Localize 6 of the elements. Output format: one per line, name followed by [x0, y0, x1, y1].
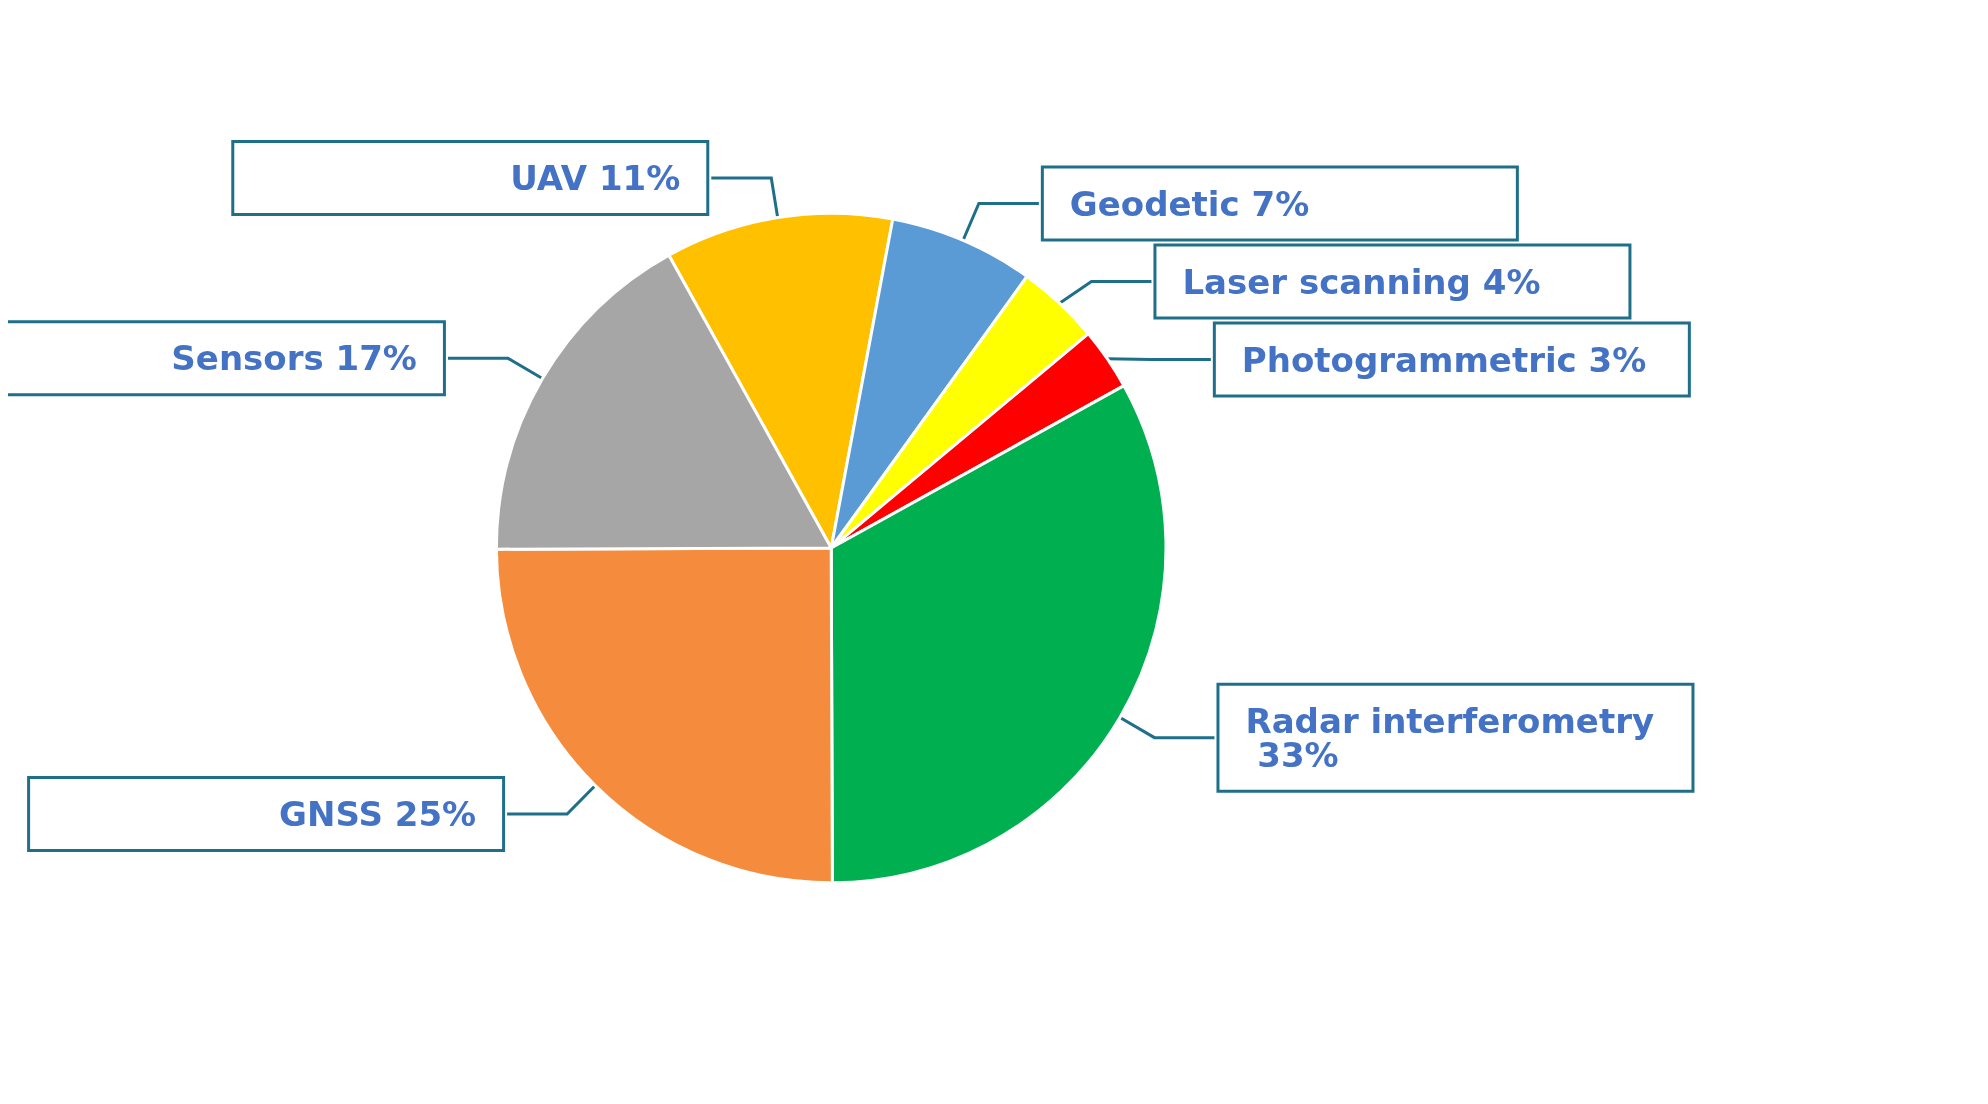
slice-label: Geodetic 7%: [1069, 183, 1310, 224]
slice-label: Laser scanning 4%: [1182, 261, 1541, 302]
slice-label: Sensors 17%: [171, 338, 417, 379]
slice-label: Photogrammetric 3%: [1241, 339, 1647, 380]
slice-label: GNSS 25%: [279, 793, 477, 834]
slice-label: UAV 11%: [510, 158, 681, 199]
